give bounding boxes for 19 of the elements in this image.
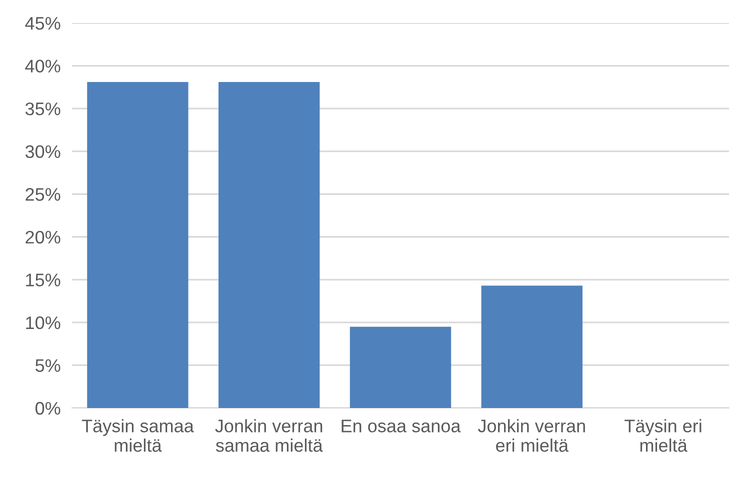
bar [87,82,188,408]
y-tick-label: 15% [26,274,60,286]
y-tick-label: 25% [26,188,60,201]
x-tick-label: Jonkin verran samaa mieltä [215,419,323,452]
y-tick-label: 40% [25,60,60,72]
bar [481,286,582,408]
y-tick-label: 20% [26,230,60,244]
x-tick-label: Täysin eri mieltä [624,419,702,452]
y-tick-label: 45% [25,17,60,30]
bar [350,326,452,408]
x-tick-label: Jonkin verran eri mieltä [478,419,585,452]
x-tick-label: Täysin samaa mieltä [82,419,194,452]
y-tick-label: 30% [25,145,60,158]
y-tick-label: 10% [26,316,60,330]
y-tick-label: 35% [25,102,60,116]
y-tick-label: 0% [36,402,60,415]
x-tick-label: En osaa sanoa [342,420,461,432]
bar [218,82,320,408]
y-tick-label: 5% [36,359,60,372]
